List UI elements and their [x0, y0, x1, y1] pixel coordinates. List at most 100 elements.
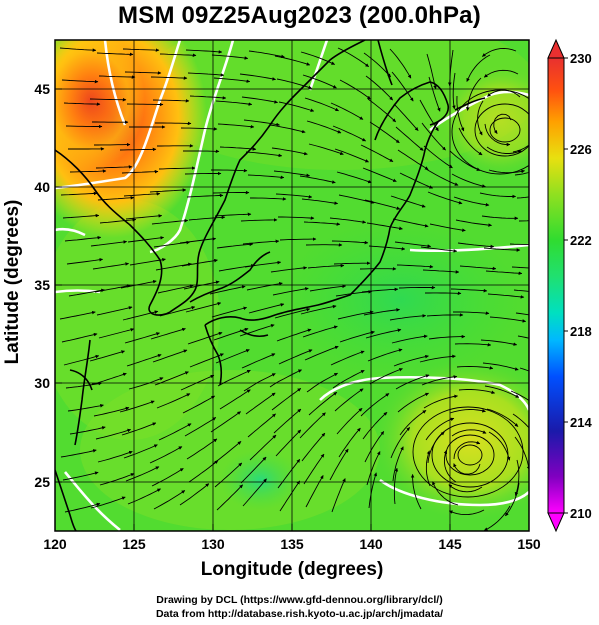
streamline: [456, 95, 465, 132]
streamline: [425, 450, 431, 487]
streamline: [213, 77, 251, 83]
streamline: [278, 349, 313, 365]
streamline: [243, 373, 276, 392]
streamline: [425, 417, 455, 441]
streamline: [299, 175, 336, 184]
streamline: [429, 223, 466, 232]
streamline: [360, 144, 394, 162]
colorbar-label-226: 226: [570, 142, 592, 157]
streamline: [363, 52, 392, 78]
streamline: [245, 392, 276, 415]
streamline: [216, 242, 254, 249]
vortex-south: [412, 406, 524, 498]
streamline: [368, 245, 406, 251]
streamline: [158, 423, 192, 441]
streamline: [271, 147, 308, 156]
streamline: [302, 74, 337, 89]
streamline: [239, 324, 275, 337]
streamline: [299, 412, 326, 439]
streamline: [219, 389, 251, 410]
streamline: [121, 169, 159, 174]
streamline: [394, 241, 432, 248]
streamline: [363, 308, 400, 316]
streamline: [149, 446, 183, 464]
streamline: [69, 169, 107, 173]
x-tick-135: 135: [280, 536, 304, 552]
streamline: [244, 260, 282, 268]
credit-data-source: Data from http://database.rish.kyoto-u.a…: [155, 608, 444, 620]
streamline: [427, 191, 463, 205]
streamline: [274, 307, 311, 319]
streamline: [209, 285, 246, 295]
streamline: [362, 411, 388, 440]
streamline: [211, 168, 248, 173]
streamline: [96, 306, 133, 316]
streamline: [211, 306, 248, 318]
streamline: [425, 168, 459, 186]
streamline: [511, 266, 529, 269]
streamline: [59, 310, 96, 320]
streamline: [63, 354, 100, 366]
streamline: [60, 449, 97, 458]
x-tick-125: 125: [122, 536, 146, 552]
streamline: [180, 374, 215, 391]
streamline: [391, 334, 428, 344]
y-tick-35: 35: [34, 277, 50, 293]
streamline: [128, 377, 164, 390]
streamline: [391, 71, 414, 102]
streamline: [125, 466, 160, 482]
streamline: [248, 303, 285, 314]
streamline: [393, 467, 399, 505]
x-tick-140: 140: [359, 536, 383, 552]
streamline: [217, 123, 255, 129]
streamline: [483, 505, 511, 531]
streamline: [395, 374, 430, 390]
streamline: [123, 192, 161, 197]
streamline: [367, 348, 403, 362]
streamline: [390, 195, 426, 208]
streamline: [214, 212, 252, 217]
streamline: [338, 194, 375, 204]
streamline: [210, 411, 241, 433]
colorbar-label-218: 218: [570, 324, 592, 339]
streamline: [395, 126, 424, 151]
streamline: [422, 269, 460, 274]
streamline: [392, 446, 404, 482]
streamline: [466, 54, 491, 82]
streamline: [481, 215, 519, 221]
streamline: [365, 328, 402, 339]
streamline: [426, 53, 437, 90]
streamline: [277, 459, 301, 489]
streamline: [270, 266, 308, 273]
streamline: [514, 436, 529, 471]
streamline: [155, 121, 192, 126]
streamline: [309, 284, 346, 292]
streamline: [187, 331, 223, 345]
streamline: [331, 478, 346, 513]
streamline: [397, 149, 429, 170]
streamline: [419, 99, 439, 132]
streamline: [278, 216, 315, 220]
colorbar: 230 226 222 218 214 210: [547, 38, 592, 533]
streamline: [398, 285, 436, 290]
streamline: [477, 100, 484, 136]
streamline: [505, 482, 520, 517]
streamline: [306, 120, 342, 134]
y-tick-40: 40: [34, 179, 50, 195]
streamline: [69, 426, 106, 435]
streamline: [423, 394, 458, 409]
streamline: [279, 480, 301, 512]
streamline: [458, 127, 483, 156]
streamline: [61, 79, 99, 84]
streamline: [276, 78, 313, 90]
streamline: [153, 490, 186, 510]
streamline: [155, 262, 192, 271]
streamline: [275, 429, 302, 457]
streamline: [157, 284, 194, 294]
streamline: [457, 242, 495, 249]
streamline: [59, 47, 97, 52]
streamline: [271, 388, 302, 411]
streamline: [182, 395, 216, 414]
streamline: [410, 474, 422, 510]
streamline: [151, 468, 184, 487]
